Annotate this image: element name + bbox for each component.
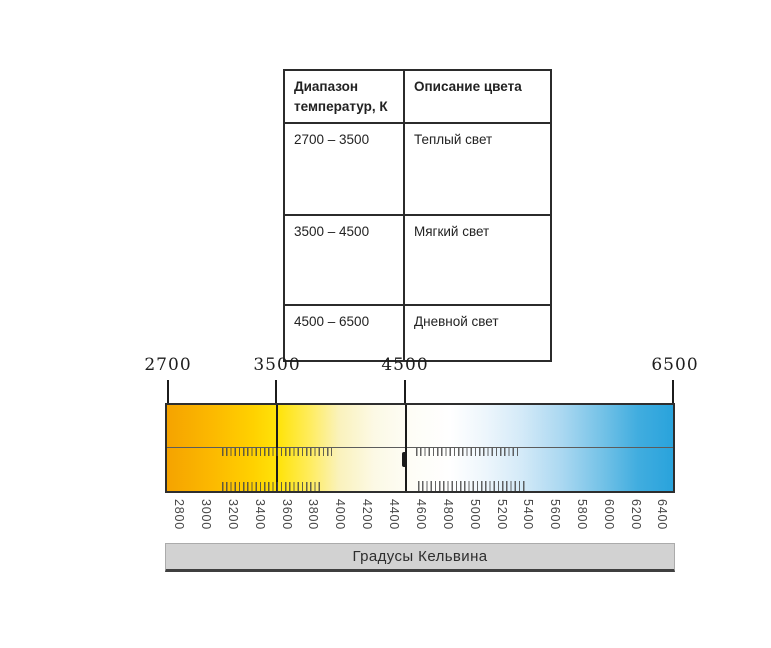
tick-line-3500 [275,380,277,404]
range-cell: 4500 – 6500 [283,304,405,363]
kelvin-tick-5800: 5800 [575,499,589,531]
header-description: Описание цвета [403,68,552,125]
scale-label-6500: 6500 [651,355,699,375]
tick-line-4500 [404,380,406,404]
axis-title-bar: Градусы Кельвина [165,543,675,572]
kelvin-tick-3000: 3000 [199,499,213,531]
scale-label-2700: 2700 [144,355,192,375]
kelvin-tick-4800: 4800 [441,499,455,531]
kelvin-tick-2800: 2800 [172,499,186,531]
hatch-marks [222,482,322,491]
table-row: 3500 – 4500 Мягкий свет [283,214,552,307]
axis-title: Градусы Кельвина [352,548,488,565]
table-row: 2700 – 3500 Теплый свет [283,122,552,217]
description-cell: Мягкий свет [403,214,552,307]
range-cell: 2700 – 3500 [283,122,405,217]
hatch-marks [416,448,520,456]
bar-middle-line [167,447,673,448]
table-header-row: Диапазон температур, К Описание цвета [283,68,552,125]
kelvin-tick-5600: 5600 [548,499,562,531]
kelvin-tick-6000: 6000 [602,499,616,531]
kelvin-tick-6400: 6400 [655,499,669,531]
tick-line-2700 [167,380,169,404]
kelvin-tick-5400: 5400 [521,499,535,531]
kelvin-tick-4400: 4400 [387,499,401,531]
kelvin-tick-3600: 3600 [280,499,294,531]
hatch-marks [418,481,526,491]
range-cell: 3500 – 4500 [283,214,405,307]
bar-mark-4500 [402,452,407,467]
table-row: 4500 – 6500 Дневной свет [283,304,552,363]
kelvin-tick-5000: 5000 [468,499,482,531]
tick-line-6500 [672,380,674,404]
scale-label-4500: 4500 [381,355,429,375]
header-range: Диапазон температур, К [283,68,405,125]
kelvin-tick-3800: 3800 [306,499,320,531]
temperature-range-table: Диапазон температур, К Описание цвета 27… [283,68,552,363]
kelvin-tick-4200: 4200 [360,499,374,531]
kelvin-tick-4000: 4000 [333,499,347,531]
kelvin-tick-6200: 6200 [629,499,643,531]
color-temperature-gradient-bar [165,403,675,493]
kelvin-tick-3200: 3200 [226,499,240,531]
hatch-marks [222,448,332,456]
kelvin-tick-4600: 4600 [414,499,428,531]
description-cell: Дневной свет [403,304,552,363]
kelvin-tick-3400: 3400 [253,499,267,531]
description-cell: Теплый свет [403,122,552,217]
scale-label-3500: 3500 [253,355,301,375]
kelvin-tick-5200: 5200 [495,499,509,531]
bar-divider-4500 [405,405,407,491]
